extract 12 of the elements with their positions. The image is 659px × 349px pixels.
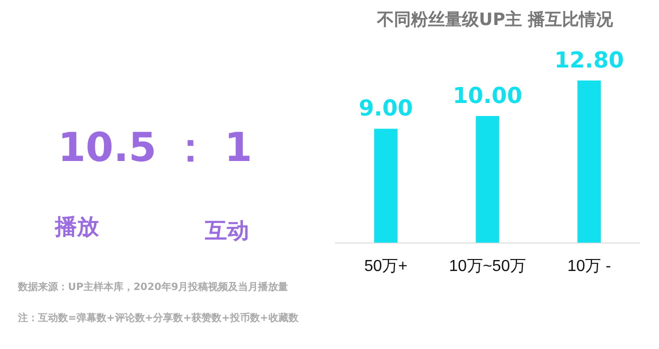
x-tick-label: 10万 - [567, 258, 611, 275]
source-note: 数据来源：UP主样本库，2020年9月投稿视频及当月播放量 [18, 280, 290, 295]
text: 播放 [55, 214, 99, 242]
data-label: 12.80 [554, 48, 624, 74]
x-tick-label: 10万~50万 [449, 258, 526, 275]
text: 注：互动数=弹幕数+评论数+分享数+获赞数+投币数+收藏数 [18, 311, 300, 326]
text: 互动 [205, 218, 249, 246]
text: 10.5 ： 1 [56, 124, 254, 173]
chart-title: 不同粉丝量级UP主 播互比情况 [376, 9, 614, 31]
data-label: 10.00 [452, 84, 522, 109]
data-label: 9.00 [358, 96, 413, 122]
x-tick-label: 50万+ [364, 258, 408, 275]
